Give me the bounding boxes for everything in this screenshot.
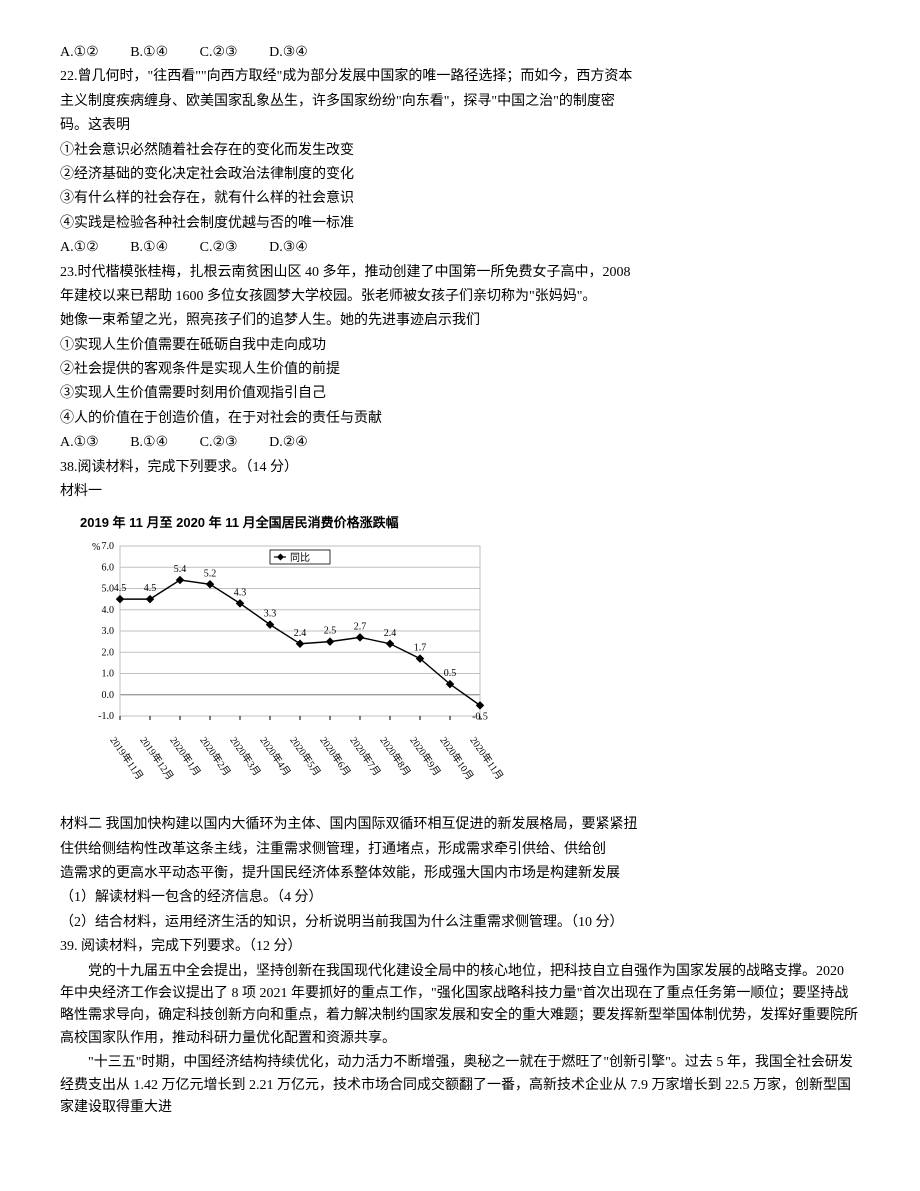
q21-opt-b: B.①④ xyxy=(130,42,168,64)
svg-text:2.5: 2.5 xyxy=(324,626,337,637)
svg-text:0.5: 0.5 xyxy=(444,668,457,679)
q23-options: A.①③ B.①④ C.②③ D.②④ xyxy=(60,432,860,454)
svg-text:4.0: 4.0 xyxy=(102,605,115,616)
q22-opt-d: D.③④ xyxy=(269,237,308,259)
q23-line-6: ④人的价值在于创造价值，在于对社会的责任与贡献 xyxy=(60,408,860,430)
svg-text:5.0: 5.0 xyxy=(102,584,115,595)
svg-text:%: % xyxy=(92,542,100,553)
q23-opt-d: D.②④ xyxy=(269,432,308,454)
q38-head: 38.阅读材料，完成下列要求。（14 分） xyxy=(60,457,860,479)
svg-text:4.5: 4.5 xyxy=(114,583,127,594)
q21-opt-a: A.①② xyxy=(60,42,99,64)
q22-line-0: 22.曾几何时，"往西看""向西方取经"成为部分发展中国家的唯一路径选择；而如今… xyxy=(60,66,860,88)
svg-text:6.0: 6.0 xyxy=(102,562,115,573)
q39-para1: 党的十九届五中全会提出，坚持创新在我国现代化建设全局中的核心地位，把科技自立自强… xyxy=(60,961,860,1051)
q22-line-6: ④实践是检验各种社会制度优越与否的唯一标准 xyxy=(60,213,860,235)
svg-text:2.4: 2.4 xyxy=(294,628,307,639)
q38-m2-line-0: 材料二 我国加快构建以国内大循环为主体、国内国际双循环相互促进的新发展格局，要紧… xyxy=(60,814,860,836)
q23-line-4: ②社会提供的客观条件是实现人生价值的前提 xyxy=(60,359,860,381)
q21-opt-d: D.③④ xyxy=(269,42,308,64)
q21-options: A.①② B.①④ C.②③ D.③④ xyxy=(60,42,860,64)
q38-m2-line-1: 住供给侧结构性改革这条主线，注重需求侧管理，打通堵点，形成需求牵引供给、供给创 xyxy=(60,839,860,861)
svg-text:3.0: 3.0 xyxy=(102,626,115,637)
svg-text:2.0: 2.0 xyxy=(102,647,115,658)
svg-text:-1.0: -1.0 xyxy=(98,711,114,722)
chart-title: 2019 年 11 月至 2020 年 11 月全国居民消费价格涨跌幅 xyxy=(80,513,860,534)
q22-opt-c: C.②③ xyxy=(200,237,238,259)
q22-line-1: 主义制度疾病缠身、欧美国家乱象丛生，许多国家纷纷"向东看"，探寻"中国之治"的制… xyxy=(60,91,860,113)
svg-text:1.0: 1.0 xyxy=(102,669,115,680)
svg-text:1.7: 1.7 xyxy=(414,643,427,654)
q39-para2: "十三五"时期，中国经济结构持续优化，动力活力不断增强，奥秘之一就在于燃旺了"创… xyxy=(60,1052,860,1119)
q38-sub1: （1）解读材料一包含的经济信息。（4 分） xyxy=(60,887,860,909)
svg-text:同比: 同比 xyxy=(290,552,310,564)
q23-opt-a: A.①③ xyxy=(60,432,99,454)
svg-text:5.4: 5.4 xyxy=(174,564,187,575)
q23-line-3: ①实现人生价值需要在砥砺自我中走向成功 xyxy=(60,335,860,357)
q22-opt-b: B.①④ xyxy=(130,237,168,259)
svg-text:7.0: 7.0 xyxy=(102,541,115,552)
q22-line-2: 码。这表明 xyxy=(60,115,860,137)
q23-line-1: 年建校以来已帮助 1600 多位女孩圆梦大学校园。张老师被女孩子们亲切称为"张妈… xyxy=(60,286,860,308)
q38-m2-line-2: 造需求的更高水平动态平衡，提升国民经济体系整体效能，形成强大国内市场是构建新发展 xyxy=(60,863,860,885)
q23-opt-c: C.②③ xyxy=(200,432,238,454)
svg-text:2.4: 2.4 xyxy=(384,628,397,639)
q23-opt-b: B.①④ xyxy=(130,432,168,454)
svg-text:0.0: 0.0 xyxy=(102,690,115,701)
q38-material1-label: 材料一 xyxy=(60,481,860,503)
q23-line-2: 她像一束希望之光，照亮孩子们的追梦人生。她的先进事迹启示我们 xyxy=(60,310,860,332)
svg-text:5.2: 5.2 xyxy=(204,568,217,579)
q22-line-4: ②经济基础的变化决定社会政治法律制度的变化 xyxy=(60,164,860,186)
q23-line-0: 23.时代楷模张桂梅，扎根云南贫困山区 40 多年，推动创建了中国第一所免费女子… xyxy=(60,262,860,284)
svg-text:2.7: 2.7 xyxy=(354,622,367,633)
q22-opt-a: A.①② xyxy=(60,237,99,259)
svg-text:4.3: 4.3 xyxy=(234,588,247,599)
svg-text:4.5: 4.5 xyxy=(144,583,157,594)
q22-line-5: ③有什么样的社会存在，就有什么样的社会意识 xyxy=(60,188,860,210)
q21-opt-c: C.②③ xyxy=(200,42,238,64)
q39-head: 39. 阅读材料，完成下列要求。（12 分） xyxy=(60,936,860,958)
q38-sub2: （2）结合材料，运用经济生活的知识，分析说明当前我国为什么注重需求侧管理。（10… xyxy=(60,912,860,934)
svg-text:3.3: 3.3 xyxy=(264,609,277,620)
q23-line-5: ③实现人生价值需要时刻用价值观指引自己 xyxy=(60,383,860,405)
q22-line-3: ①社会意识必然随着社会存在的变化而发生改变 xyxy=(60,140,860,162)
q22-options: A.①② B.①④ C.②③ D.③④ xyxy=(60,237,860,259)
cpi-chart: % -1.0 0.0 1.0 2.0 3.0 4.0 5.0 6.0 7.0 同比 4.5 4.5 5.4… xyxy=(80,540,500,800)
